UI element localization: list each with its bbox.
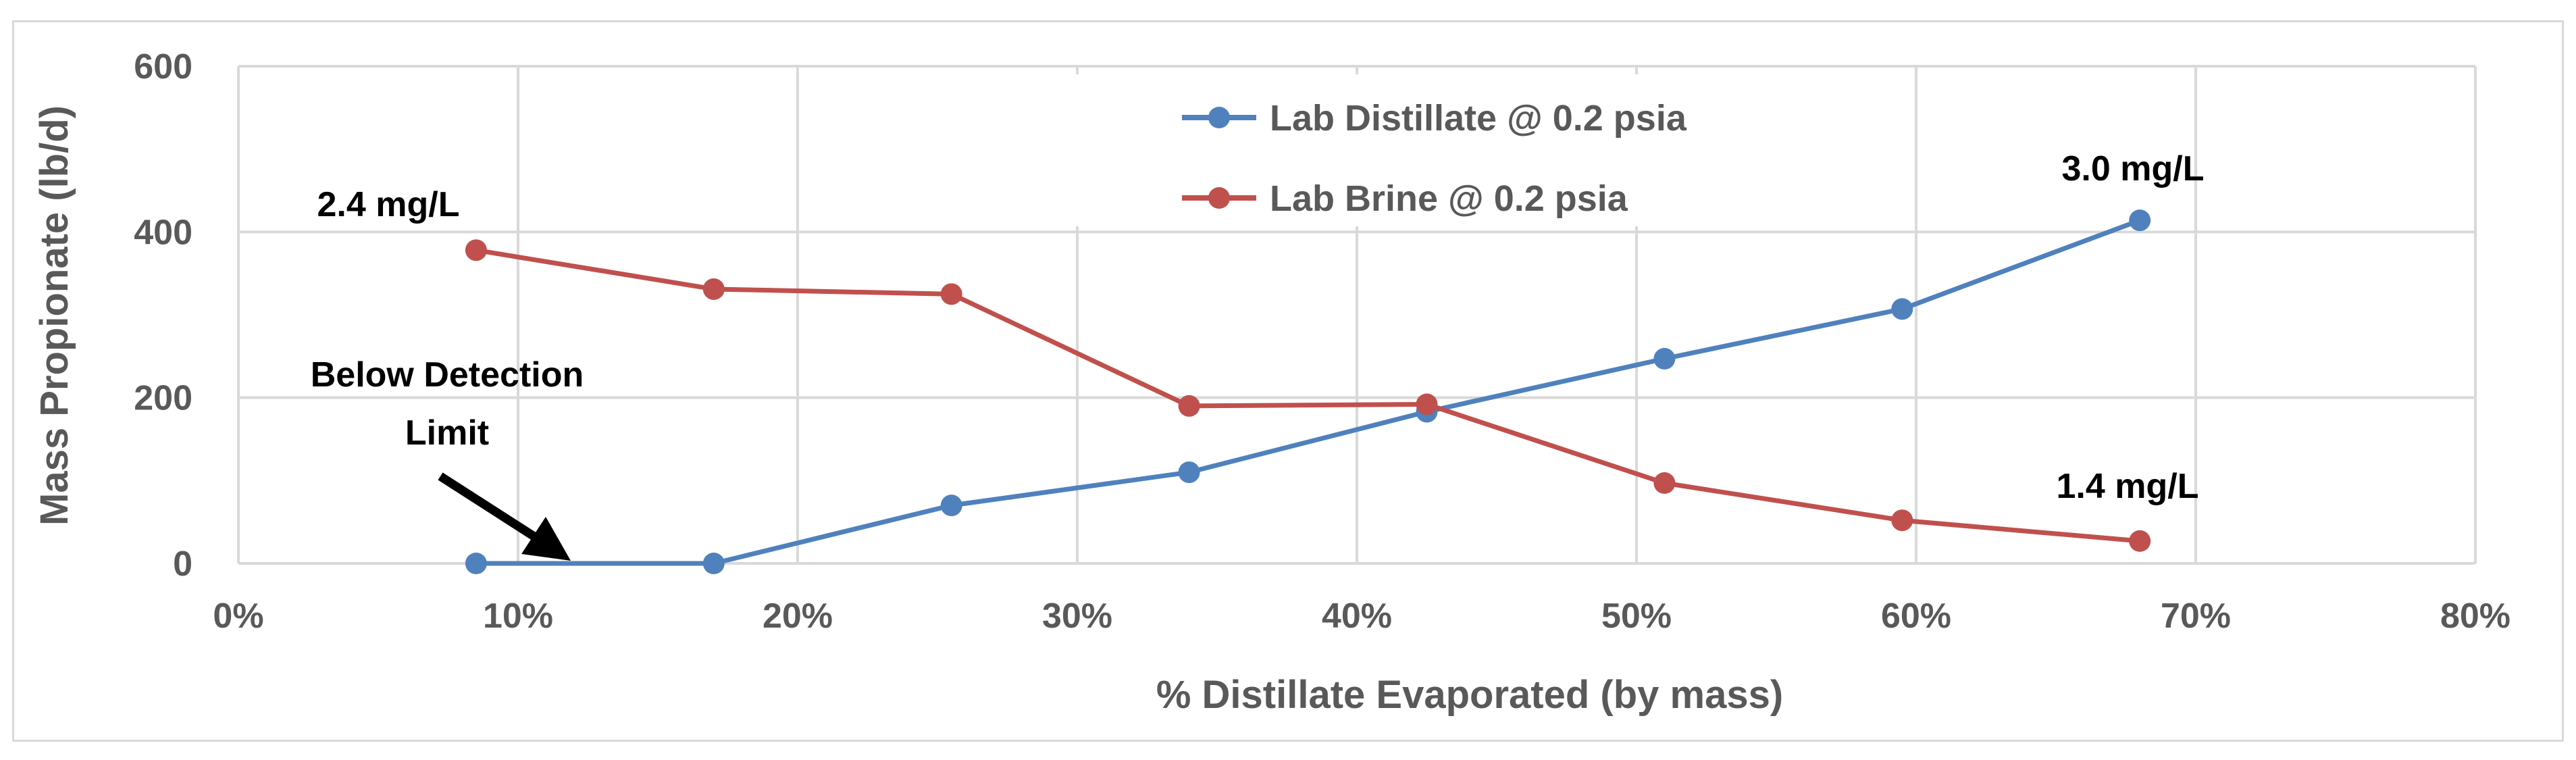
y-tick-label: 400 (134, 213, 192, 252)
y-tick-label: 600 (134, 47, 192, 86)
data-point-distillate (465, 553, 487, 574)
x-tick-label: 40% (1322, 597, 1392, 636)
x-tick-label: 50% (1601, 597, 1672, 636)
data-point-distillate (1891, 298, 1913, 320)
data-point-distillate (940, 495, 962, 517)
data-point-brine (1178, 395, 1200, 417)
annotation-brine-end: 1.4 mg/L (2057, 467, 2199, 506)
data-point-distillate (1653, 348, 1676, 370)
x-tick-label: 60% (1881, 597, 1951, 636)
data-point-brine (702, 278, 725, 300)
data-point-brine (2129, 530, 2151, 552)
data-point-brine (465, 239, 487, 261)
legend-marker-distillate (1208, 107, 1230, 128)
annotation-below-detection-line2: Limit (405, 413, 489, 453)
legend-label-distillate: Lab Distillate @ 0.2 psia (1270, 98, 1687, 138)
data-point-brine (1653, 472, 1676, 495)
axis-ticks: 0% 10% 20% 30% 40% 50% 60% 70% 80% 0 200 400 600 (134, 47, 2510, 636)
series (465, 209, 2151, 574)
y-axis-title: Mass Propionate (lb/d) (32, 105, 76, 526)
annotation-arrow-head (521, 517, 571, 561)
annotations: 2.4 mg/L 3.0 mg/L 1.4 mg/L Below Detecti… (311, 149, 2205, 561)
annotation-brine-start: 2.4 mg/L (317, 185, 460, 224)
x-tick-label: 70% (2161, 597, 2231, 636)
data-point-brine (1416, 393, 1438, 415)
x-tick-label: 10% (483, 597, 553, 636)
y-tick-label: 200 (134, 379, 192, 418)
legend: Lab Distillate @ 0.2 psia Lab Brine @ 0.… (1182, 98, 1687, 219)
x-tick-label: 0% (213, 597, 263, 636)
series-line-brine (475, 247, 2140, 544)
legend-box (1054, 74, 1783, 226)
data-point-distillate (2129, 209, 2151, 232)
data-point-distillate (1178, 461, 1200, 484)
annotation-arrow-shaft (438, 472, 543, 544)
series-line-distillate (475, 218, 2141, 566)
x-tick-label: 80% (2440, 597, 2510, 636)
chart-frame (12, 20, 2564, 742)
y-tick-label: 0 (173, 544, 192, 584)
x-tick-label: 20% (763, 597, 833, 636)
legend-label-brine: Lab Brine @ 0.2 psia (1270, 178, 1628, 219)
data-point-distillate (702, 553, 725, 574)
data-point-brine (940, 283, 962, 305)
annotation-below-detection-line1: Below Detection (311, 355, 584, 395)
data-point-brine (1891, 509, 1913, 532)
legend-marker-brine (1208, 187, 1230, 209)
x-tick-label: 30% (1042, 597, 1112, 636)
annotation-distillate-end: 3.0 mg/L (2062, 149, 2205, 188)
x-axis-title: % Distillate Evaporated (by mass) (1156, 673, 1783, 717)
